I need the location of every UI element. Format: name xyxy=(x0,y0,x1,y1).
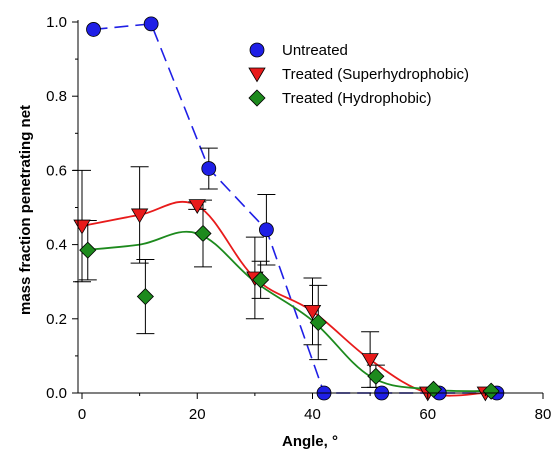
legend-label-treated-superhydrophobic: Treated (Superhydrophobic) xyxy=(282,66,469,83)
y-tick-label: 0.4 xyxy=(46,237,67,254)
untreated-point xyxy=(201,161,217,176)
treated-hydrophobic-point xyxy=(79,241,97,259)
legend-marker-untreated xyxy=(249,42,265,58)
treated-hydrophobic-point xyxy=(367,367,385,385)
y-tick-label: 0.2 xyxy=(46,311,67,328)
untreated-point xyxy=(143,16,159,32)
y-tick-label: 1.0 xyxy=(46,14,67,31)
error-bars xyxy=(73,147,385,388)
treated-superhydrophobic-point xyxy=(188,199,206,215)
treated-superhydrophobic-point xyxy=(130,208,149,224)
treated-hydrophobic-point xyxy=(194,224,212,243)
treated-superhydrophobic-point xyxy=(303,304,322,320)
x-tick-label: 40 xyxy=(304,406,321,423)
legend-label-treated-hydrophobic: Treated (Hydrophobic) xyxy=(282,90,432,107)
data-points xyxy=(73,16,505,402)
x-tick-label: 80 xyxy=(535,406,552,423)
untreated-point xyxy=(258,222,274,238)
legend-marker-treated-superhydrophobic xyxy=(248,67,266,83)
y-tick-label: 0.6 xyxy=(46,162,67,179)
treated-hydrophobic-line xyxy=(81,230,486,393)
untreated-point xyxy=(86,22,101,37)
treated-hydrophobic-point xyxy=(309,313,327,332)
x-tick-label: 0 xyxy=(78,406,86,423)
y-axis-title: mass fraction penetrating net xyxy=(17,105,34,315)
treated-hydrophobic-point xyxy=(482,382,500,400)
legend: Untreated Treated (Superhydrophobic) Treat… xyxy=(248,42,469,107)
legend-marker-treated-hydrophobic xyxy=(248,89,266,107)
x-tick-label: 20 xyxy=(189,406,206,423)
axes: 0 20 40 60 80 0.0 0.2 0.4 0.6 0.8 1.0 xyxy=(46,14,551,423)
treated-hydrophobic-point xyxy=(252,271,270,289)
treated-superhydrophobic-point xyxy=(361,353,379,368)
y-tick-label: 0.8 xyxy=(46,88,67,105)
y-tick-label: 0.0 xyxy=(46,385,67,402)
legend-label-untreated: Untreated xyxy=(282,42,348,59)
treated-hydrophobic-point xyxy=(136,287,154,306)
x-axis-title: Angle, ° xyxy=(282,433,338,450)
x-tick-label: 60 xyxy=(419,406,436,423)
